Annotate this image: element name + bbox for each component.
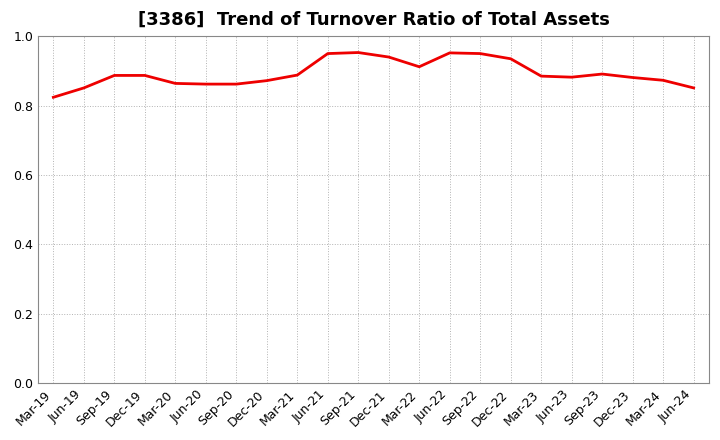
Title: [3386]  Trend of Turnover Ratio of Total Assets: [3386] Trend of Turnover Ratio of Total … (138, 11, 609, 29)
